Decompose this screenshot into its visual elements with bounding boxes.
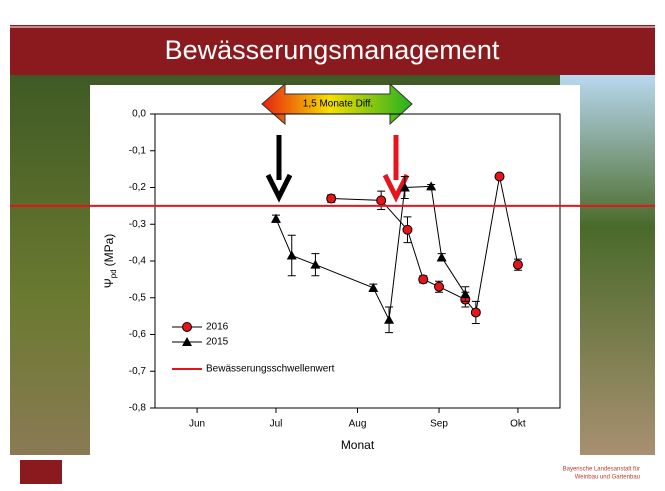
marker <box>512 259 523 270</box>
annotation: 1,5 Monate Diff. <box>303 99 373 110</box>
marker <box>270 213 281 223</box>
x-tick-label: Jun <box>189 419 205 430</box>
marker <box>286 250 297 260</box>
y-tick-label: -0,1 <box>129 145 147 156</box>
marker <box>470 307 481 318</box>
marker <box>384 314 395 324</box>
y-tick-label: -0,3 <box>129 219 147 230</box>
marker <box>402 224 413 235</box>
legend-marker <box>182 322 192 332</box>
marker <box>326 193 337 204</box>
x-tick-label: Okt <box>510 419 526 430</box>
chart-panel <box>90 85 580 455</box>
marker <box>376 195 387 206</box>
footer-text: Bayerische Landesanstalt für <box>563 467 640 473</box>
marker <box>399 182 410 192</box>
y-tick-label: -0,5 <box>129 292 147 303</box>
y-tick-label: -0,7 <box>129 366 147 377</box>
marker <box>310 259 321 269</box>
legend-label: Bewässerungsschwellenwert <box>206 364 335 375</box>
x-tick-label: Jul <box>270 419 283 430</box>
y-tick-label: 0,0 <box>132 109 146 120</box>
x-axis-label: Monat <box>341 438 375 452</box>
y-tick-label: -0,6 <box>129 329 147 340</box>
legend-marker <box>182 337 192 346</box>
y-tick-label: -0,2 <box>129 182 147 193</box>
x-tick-label: Sep <box>430 419 448 430</box>
y-axis-label-part: Ψ <box>102 278 116 288</box>
marker <box>418 274 429 285</box>
footer-text: Weinbau und Gartenbau <box>575 475 640 481</box>
y-axis-label-part: pd <box>109 269 118 278</box>
legend-label: 2016 <box>206 322 229 333</box>
y-tick-label: -0,4 <box>129 256 147 267</box>
marker <box>426 181 437 191</box>
marker <box>434 281 445 292</box>
logo <box>20 460 62 484</box>
y-axis-label: Ψpd (MPa) <box>102 234 118 289</box>
slide-title: Bewässerungsmanagement <box>165 35 500 65</box>
marker <box>436 252 447 262</box>
marker <box>494 171 505 182</box>
title-banner <box>10 25 655 75</box>
marker <box>368 282 379 292</box>
marker <box>460 289 471 299</box>
legend-label: 2015 <box>206 337 229 348</box>
x-tick-label: Aug <box>349 419 367 430</box>
y-tick-label: -0,8 <box>129 403 147 414</box>
y-axis-label-part: (MPa) <box>102 234 116 267</box>
